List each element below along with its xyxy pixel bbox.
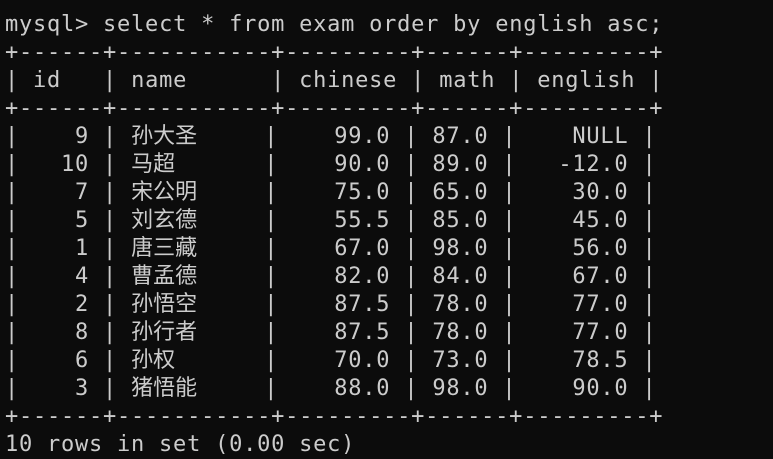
cell-id: 6 xyxy=(33,348,90,373)
table-row: | 4 | 曹孟德 | 82.0 | 84.0 | 67.0 | xyxy=(5,264,657,289)
cell-chinese: 75.0 xyxy=(292,180,391,205)
cell-english: 67.0 xyxy=(530,264,629,289)
cell-english: 90.0 xyxy=(530,376,629,401)
cell-chinese: 87.5 xyxy=(292,292,391,317)
cell-english: -12.0 xyxy=(530,152,629,177)
cell-math: 78.0 xyxy=(432,320,489,345)
cell-english: 78.5 xyxy=(530,348,629,373)
table-row: | 3 | 猪悟能 | 88.0 | 98.0 | 90.0 | xyxy=(5,376,657,401)
cell-math: 98.0 xyxy=(432,376,489,401)
cell-math: 84.0 xyxy=(432,264,489,289)
column-header-chinese: chinese xyxy=(299,68,398,93)
cell-id: 7 xyxy=(33,180,90,205)
cell-name: 孙行者 xyxy=(131,320,198,345)
prompt: mysql> xyxy=(5,12,104,37)
column-header-english: english xyxy=(537,68,636,93)
cell-id: 1 xyxy=(33,236,90,261)
command-text: select * from exam order by english asc; xyxy=(103,12,664,37)
cell-math: 98.0 xyxy=(432,236,489,261)
column-header-math: math xyxy=(439,68,496,93)
cell-english: 45.0 xyxy=(530,208,629,233)
table-row: | 7 | 宋公明 | 75.0 | 65.0 | 30.0 | xyxy=(5,180,657,205)
result-footer: 10 rows in set (0.00 sec) xyxy=(5,432,356,457)
table-border-bottom: +------+-----------+---------+------+---… xyxy=(5,404,664,429)
cell-id: 9 xyxy=(33,124,90,149)
cell-english: 30.0 xyxy=(530,180,629,205)
cell-math: 78.0 xyxy=(432,292,489,317)
cell-id: 2 xyxy=(33,292,90,317)
cell-chinese: 70.0 xyxy=(292,348,391,373)
cell-math: 73.0 xyxy=(432,348,489,373)
cell-english: 77.0 xyxy=(530,292,629,317)
cell-chinese: 87.5 xyxy=(292,320,391,345)
cell-chinese: 67.0 xyxy=(292,236,391,261)
cell-id: 4 xyxy=(33,264,90,289)
table-row: | 5 | 刘玄德 | 55.5 | 85.0 | 45.0 | xyxy=(5,208,657,233)
cell-name: 孙大圣 xyxy=(131,124,198,149)
table-row: | 8 | 孙行者 | 87.5 | 78.0 | 77.0 | xyxy=(5,320,657,345)
cell-name: 孙悟空 xyxy=(131,292,198,317)
cell-id: 10 xyxy=(33,152,90,177)
cell-name: 孙权 xyxy=(131,348,176,373)
cell-name: 猪悟能 xyxy=(131,376,198,401)
terminal-window[interactable]: mysql> select * from exam order by engli… xyxy=(5,11,663,459)
command-line: mysql> select * from exam order by engli… xyxy=(5,11,663,39)
cell-english: 56.0 xyxy=(530,236,629,261)
cell-english: 77.0 xyxy=(530,320,629,345)
cell-name: 马超 xyxy=(131,152,176,177)
column-header-id: id xyxy=(33,68,90,93)
cell-english: NULL xyxy=(530,124,629,149)
cell-math: 85.0 xyxy=(432,208,489,233)
table-border-top: +------+-----------+---------+------+---… xyxy=(5,40,664,65)
table-row: | 1 | 唐三藏 | 67.0 | 98.0 | 56.0 | xyxy=(5,236,657,261)
column-header-name: name xyxy=(131,68,258,93)
cell-chinese: 55.5 xyxy=(292,208,391,233)
cell-name: 刘玄德 xyxy=(131,208,198,233)
cell-chinese: 90.0 xyxy=(292,152,391,177)
cell-chinese: 82.0 xyxy=(292,264,391,289)
table-row: | 10 | 马超 | 90.0 | 89.0 | -12.0 | xyxy=(5,152,657,177)
cell-math: 65.0 xyxy=(432,180,489,205)
table-row: | 6 | 孙权 | 70.0 | 73.0 | 78.5 | xyxy=(5,348,657,373)
table-row: | 9 | 孙大圣 | 99.0 | 87.0 | NULL | xyxy=(5,124,657,149)
cell-name: 宋公明 xyxy=(131,180,198,205)
table-body: | 9 | 孙大圣 | 99.0 | 87.0 | NULL | | 10 | 马… xyxy=(5,123,663,403)
cell-math: 87.0 xyxy=(432,124,489,149)
cell-math: 89.0 xyxy=(432,152,489,177)
cell-id: 5 xyxy=(33,208,90,233)
table-border-header: +------+-----------+---------+------+---… xyxy=(5,96,664,121)
table-header: | id | name | chinese | math | english | xyxy=(5,68,664,93)
cell-id: 3 xyxy=(33,376,90,401)
cell-id: 8 xyxy=(33,320,90,345)
cell-chinese: 99.0 xyxy=(292,124,391,149)
cell-chinese: 88.0 xyxy=(292,376,391,401)
cell-name: 唐三藏 xyxy=(131,236,198,261)
cell-name: 曹孟德 xyxy=(131,264,198,289)
table-row: | 2 | 孙悟空 | 87.5 | 78.0 | 77.0 | xyxy=(5,292,657,317)
